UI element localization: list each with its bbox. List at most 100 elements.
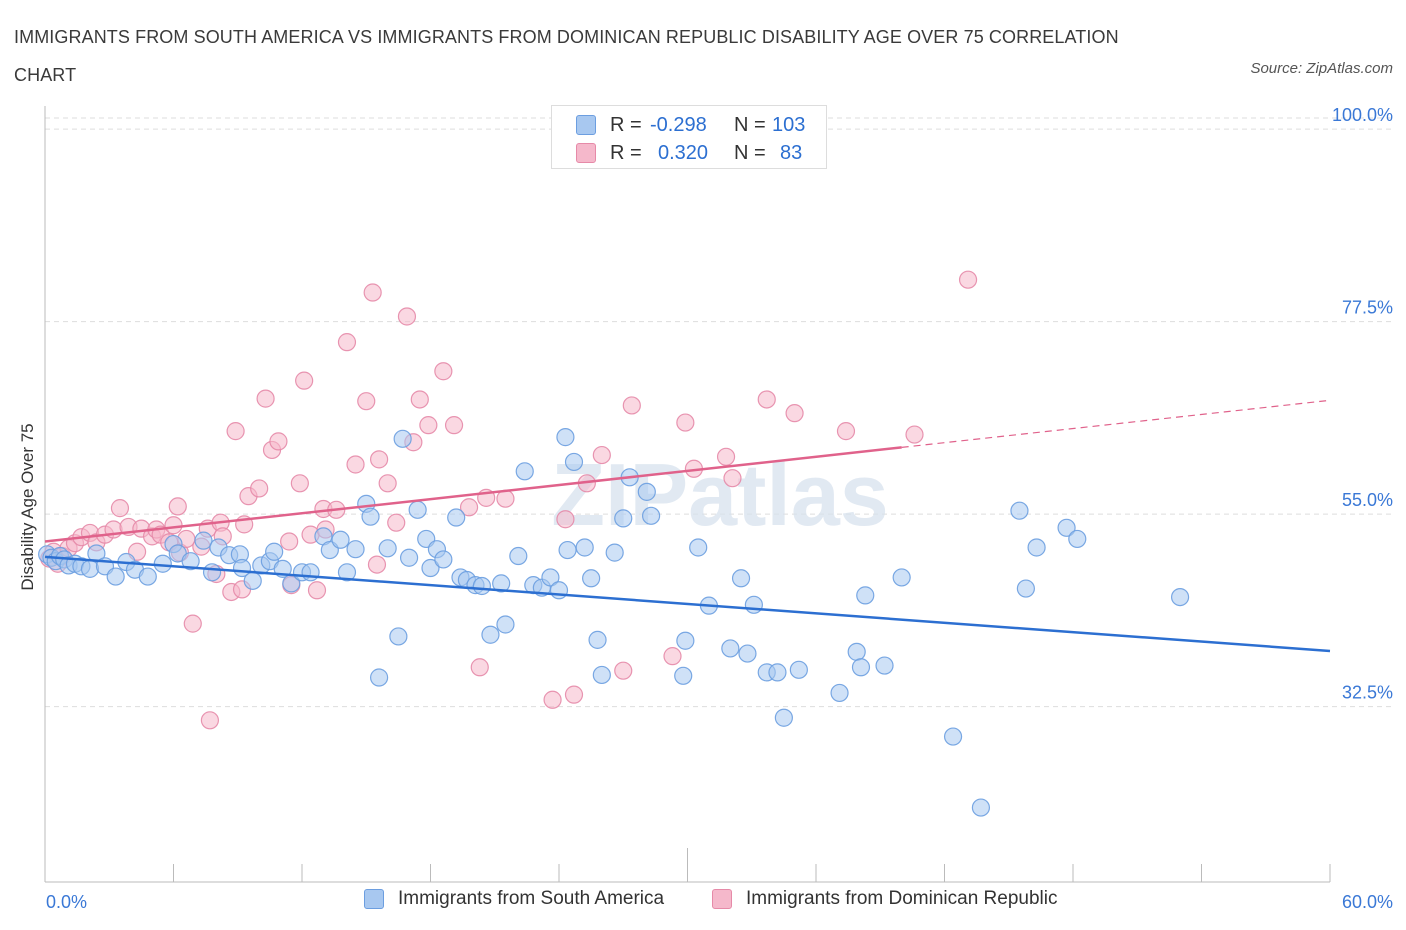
legend-r-value: 0.320 (658, 141, 709, 164)
blue-trend-line (44, 555, 1331, 653)
pink-data-point (367, 555, 387, 574)
pink-data-point (676, 413, 695, 432)
blue-data-point (943, 727, 963, 746)
pink-data-point (757, 390, 776, 409)
blue-data-point (744, 595, 763, 614)
blue-data-point (575, 538, 594, 557)
pink-data-point (226, 422, 245, 441)
blue-data-point (181, 552, 200, 571)
blue-data-point (558, 540, 577, 560)
pink-data-point (200, 711, 220, 730)
pink-data-point (723, 469, 742, 488)
series-legend: Immigrants from South America Immigrants… (0, 888, 1406, 918)
blue-data-point (243, 571, 262, 590)
series-legend-item-pink: Immigrants from Dominican Republic (712, 888, 1058, 910)
pink-data-point (564, 685, 584, 704)
y-tick-label: 100.0% (1332, 105, 1393, 125)
blue-data-point (370, 668, 389, 687)
pink-data-point (337, 333, 357, 352)
blue-data-point (1027, 538, 1046, 557)
blue-data-point (434, 550, 453, 569)
pink-data-point (168, 497, 187, 516)
pink-data-point (556, 510, 575, 529)
blue-data-point (721, 639, 740, 658)
pink-data-point (419, 416, 438, 435)
blue-data-point (541, 568, 560, 587)
blue-data-point (774, 708, 793, 727)
blue-data-point (851, 658, 871, 677)
pink-data-point (716, 447, 736, 466)
pink-data-point (958, 270, 978, 289)
pink-data-point (470, 658, 489, 677)
y-tick-label: 77.5% (1342, 298, 1393, 318)
pink-data-point (543, 690, 562, 709)
pink-data-point (110, 499, 130, 518)
pink-data-point (250, 479, 269, 498)
blue-data-point (789, 660, 808, 679)
blue-data-point (605, 543, 624, 562)
legend-row-pink: R = 0.320 N = 83 (576, 140, 802, 166)
blue-data-point (875, 656, 894, 675)
grid-layer (45, 117, 1395, 708)
blue-data-point (496, 615, 515, 634)
blue-data-point (641, 506, 661, 525)
pink-data-point (663, 647, 682, 666)
pink-data-point (280, 532, 299, 551)
blue-data-point (564, 452, 584, 472)
blue-data-point (1068, 529, 1087, 549)
axis-layer (44, 106, 1331, 883)
blue-data-point (447, 508, 466, 527)
blue-data-point (378, 539, 397, 558)
pink-data-point (295, 371, 314, 390)
blue-data-point (265, 542, 284, 561)
pink-data-point (434, 362, 453, 381)
pink-data-point (444, 416, 464, 435)
pink-data-point (269, 432, 288, 451)
blue-data-point (509, 546, 528, 566)
blue-data-point (301, 563, 320, 582)
blue-data-point (1016, 579, 1035, 598)
label-layer: 100.0% 77.5% 55.0% 32.5% 0.0% 60.0% Disability… (18, 105, 1393, 912)
blue-data-point (492, 574, 511, 593)
blue-data-point (1170, 587, 1190, 607)
chart-title: IMMIGRANTS FROM SOUTH AMERICA VS IMMIGRA… (14, 27, 1119, 85)
series-legend-label: Immigrants from Dominican Republic (746, 888, 1058, 909)
legend-n-label: N = (734, 113, 766, 136)
pink-data-point (622, 396, 641, 415)
blue-data-point (202, 563, 222, 582)
blue-data-point (1010, 501, 1029, 520)
blue-data-point (331, 530, 350, 549)
pink-data-point (410, 390, 429, 409)
blue-data-point (971, 798, 991, 817)
blue-data-point (80, 559, 100, 578)
blue-data-point (337, 563, 357, 582)
blue-data-point (582, 569, 601, 588)
blue-data-point (87, 544, 106, 563)
blue-data-point (515, 462, 534, 481)
legend-r-label: R = (610, 141, 642, 164)
pink-data-point (164, 516, 183, 535)
series-legend-item-blue: Immigrants from South America (364, 888, 664, 910)
blue-data-point (768, 663, 787, 682)
x-tick-label: 60.0% (1342, 892, 1393, 912)
blue-data-point (399, 548, 419, 567)
legend-r-label: R = (610, 113, 642, 136)
blue-data-point (106, 567, 125, 586)
blue-data-point (830, 683, 849, 703)
x-tick-label: 0.0% (46, 892, 87, 912)
pink-data-point (614, 661, 633, 680)
pink-trend-line-extension (901, 399, 1331, 448)
blue-data-point (614, 509, 633, 528)
blue-data-point (588, 630, 607, 649)
pink-data-point (592, 445, 611, 465)
pink-data-point (370, 450, 389, 469)
blue-data-point (421, 558, 440, 578)
pink-data-point (357, 392, 376, 411)
pink-trend-line (44, 446, 902, 543)
blue-data-point (1057, 518, 1076, 537)
series-legend-label: Immigrants from South America (398, 888, 665, 909)
blue-data-point (408, 500, 427, 519)
pink-data-point (836, 422, 856, 441)
blue-data-point (856, 586, 875, 605)
